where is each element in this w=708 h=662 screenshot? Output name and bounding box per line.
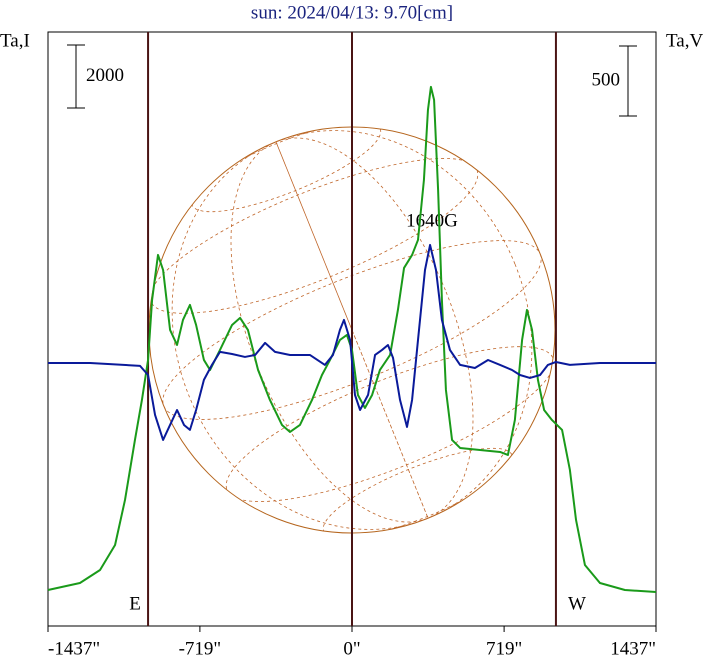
parallel [225,346,555,502]
scale-bar-label: 2000 [86,65,124,86]
scale-bar-label: 500 [592,69,621,90]
x-tick-label: -1437" [48,638,100,659]
parallel [322,447,513,539]
east-label: E [129,593,141,614]
chart-title: sun: 2024/04/13: 9.70[cm] [251,2,453,23]
x-tick-label: 0" [343,638,360,659]
annotation: 1640G [406,210,458,231]
west-label: W [568,593,586,614]
meridian [171,130,533,530]
y2-axis-label: Ta,V [666,30,703,51]
parallel [191,121,382,213]
x-tick-label: 1437" [610,638,656,659]
parallel [149,158,479,314]
y-axis-label: Ta,I [0,30,30,51]
meridian [230,137,474,523]
series-line [48,243,656,441]
x-tick-label: 719" [486,638,522,659]
x-tick-label: -719" [179,638,222,659]
series-line [47,85,657,594]
